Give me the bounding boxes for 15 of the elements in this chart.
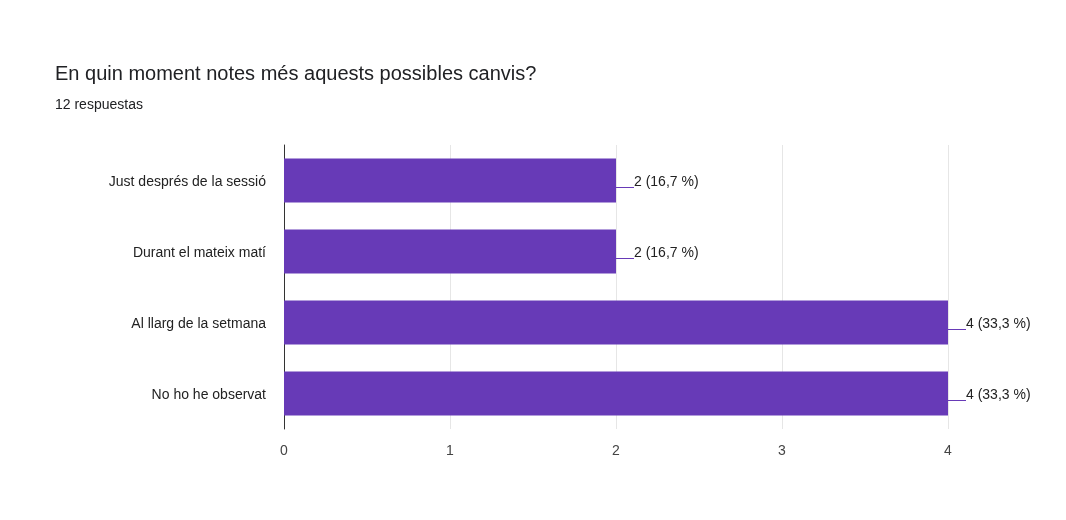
x-tick-label: 0	[280, 442, 289, 458]
x-tick-label: 1	[446, 442, 455, 458]
data-label: 4 (33,3 %)	[966, 385, 1031, 402]
x-tick-label: 3	[778, 442, 787, 458]
data-label: 4 (33,3 %)	[966, 314, 1031, 331]
data-label: 2 (16,7 %)	[634, 172, 699, 189]
y-tick-label: Durant el mateix matí	[132, 243, 267, 260]
text: 12 respuestas	[55, 96, 143, 112]
chart-title: En quin moment notes més aquests possibles canvis?	[55, 62, 537, 84]
y-tick-label: No ho he observat	[151, 385, 267, 402]
x-tick-label: 2	[612, 442, 621, 458]
data-label: 2 (16,7 %)	[634, 243, 699, 260]
x-tick-label: 4	[944, 442, 953, 458]
y-tick-label: Al llarg de la setmana	[131, 314, 267, 331]
y-tick-label: Just després de la sessió	[108, 172, 267, 189]
